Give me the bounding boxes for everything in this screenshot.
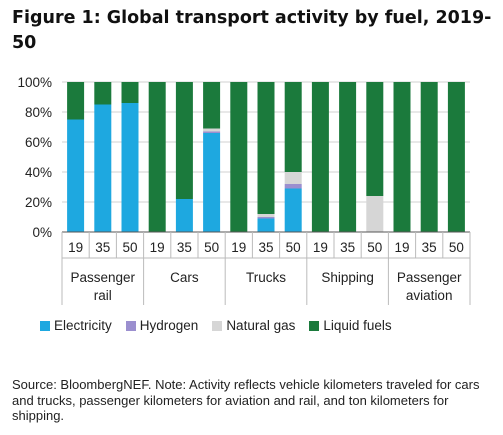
- x-tick-label: 19: [68, 240, 83, 255]
- y-tick-label: 60%: [25, 135, 52, 150]
- group-label: Cars: [170, 270, 199, 285]
- legend-label: Hydrogen: [139, 318, 199, 333]
- bar-natural-gas: [203, 128, 221, 132]
- legend-item: Hydrogen: [125, 318, 199, 333]
- x-axis: 19 35 50 19 35 50 19 35 50 19 35 50 19 35 50 Passenger r…: [61, 231, 471, 305]
- x-tick-label: 35: [422, 240, 437, 255]
- bar-hydrogen: [284, 184, 302, 189]
- y-tick-label: 20%: [25, 195, 52, 210]
- bar-electricity: [257, 218, 275, 232]
- x-tick-label: 19: [231, 240, 246, 255]
- bar-electricity: [67, 119, 85, 232]
- bar-liquid-fuels: [67, 82, 85, 120]
- bar-natural-gas: [257, 214, 275, 217]
- bar-liquid-fuels: [366, 82, 384, 196]
- x-tick-label: 19: [313, 240, 328, 255]
- stacked-bar-chart: 0% 20% 40% 60% 80% 100% 19 35 50 19 35 50 19 35 50 19 3…: [17, 75, 471, 305]
- bar-liquid-fuels: [339, 82, 357, 232]
- legend-label: Natural gas: [226, 318, 296, 333]
- bar-hydrogen: [257, 217, 275, 219]
- bar-natural-gas: [366, 196, 384, 232]
- chart-title: Figure 1: Global transport activity by f…: [12, 8, 492, 53]
- source-note: Source: BloombergNEF. Note: Activity ref…: [12, 377, 480, 423]
- legend-label: Electricity: [54, 318, 112, 333]
- x-tick-label: 35: [95, 240, 110, 255]
- bar-hydrogen: [203, 131, 221, 133]
- bar-electricity: [175, 199, 193, 232]
- bar-liquid-fuels: [94, 82, 112, 105]
- legend-swatch: [125, 320, 136, 331]
- group-label: Trucks: [246, 270, 286, 285]
- group-label: Passenger: [397, 270, 462, 285]
- x-tick-label: 19: [150, 240, 165, 255]
- bar-liquid-fuels: [311, 82, 329, 232]
- group-label: Shipping: [321, 270, 374, 285]
- bar-liquid-fuels: [420, 82, 438, 232]
- legend-item: Liquid fuels: [309, 318, 392, 333]
- bar-liquid-fuels: [447, 82, 465, 232]
- legend: Electricity Hydrogen Natural gas Liquid fue…: [40, 318, 392, 333]
- x-tick-label: 35: [258, 240, 273, 255]
- bar-liquid-fuels: [230, 82, 248, 232]
- bar-electricity: [284, 188, 302, 232]
- bar-electricity: [203, 133, 221, 232]
- bar-electricity: [94, 104, 112, 232]
- legend-swatch: [309, 320, 320, 331]
- y-tick-label: 40%: [25, 165, 52, 180]
- x-tick-label: 50: [204, 240, 219, 255]
- x-tick-label: 19: [394, 240, 409, 255]
- group-label: rail: [94, 288, 112, 303]
- bar-liquid-fuels: [203, 82, 221, 129]
- bar-liquid-fuels: [393, 82, 411, 232]
- x-tick-label: 50: [286, 240, 301, 255]
- y-axis: 0% 20% 40% 60% 80% 100%: [17, 75, 52, 240]
- bars: [67, 82, 465, 232]
- group-label: aviation: [406, 288, 453, 303]
- bar-liquid-fuels: [257, 82, 275, 214]
- legend-label: Liquid fuels: [323, 318, 392, 333]
- y-tick-label: 80%: [25, 105, 52, 120]
- bar-natural-gas: [284, 172, 302, 184]
- y-tick-label: 0%: [32, 225, 52, 240]
- x-tick-label: 35: [340, 240, 355, 255]
- legend-swatch: [40, 320, 50, 331]
- bar-electricity: [121, 103, 139, 232]
- bar-liquid-fuels: [121, 82, 139, 103]
- legend-item: Electricity: [40, 318, 112, 333]
- bar-liquid-fuels: [175, 82, 193, 199]
- legend-swatch: [212, 320, 223, 331]
- x-tick-label: 50: [367, 240, 382, 255]
- x-tick-label: 35: [177, 240, 192, 255]
- legend-item: Natural gas: [212, 318, 295, 333]
- group-label: Passenger: [71, 270, 136, 285]
- bar-liquid-fuels: [148, 82, 166, 232]
- x-tick-label: 50: [122, 240, 137, 255]
- bar-liquid-fuels: [284, 82, 302, 172]
- y-tick-label: 100%: [17, 75, 52, 90]
- x-tick-label: 50: [449, 240, 464, 255]
